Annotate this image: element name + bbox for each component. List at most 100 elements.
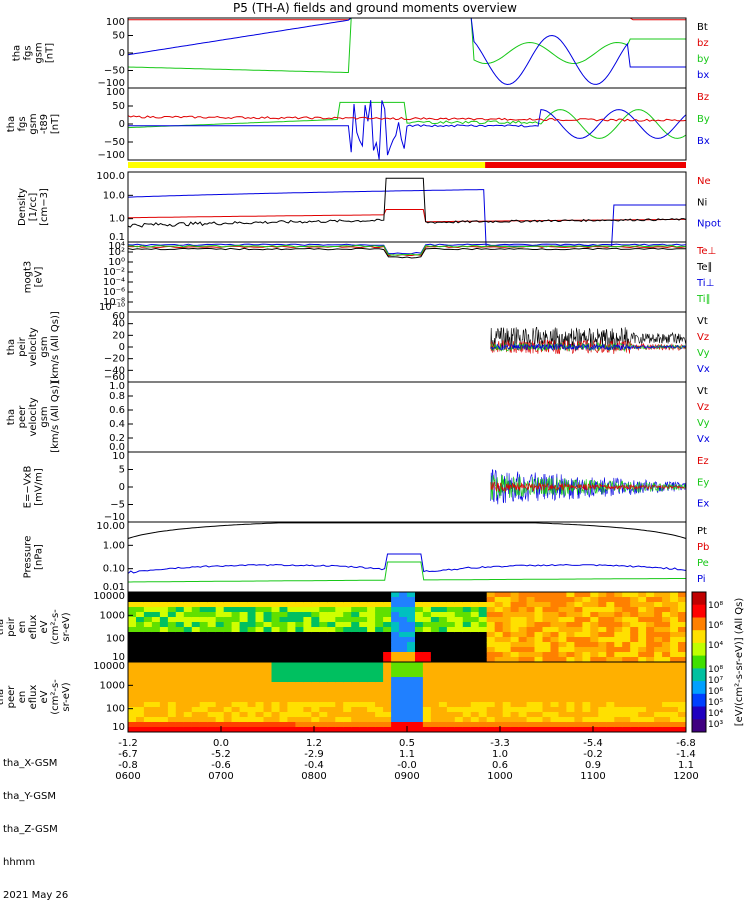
spec-cell: [662, 682, 671, 688]
spec-cell: [430, 722, 440, 728]
spec-cell: [590, 607, 599, 613]
spec-cell: [654, 612, 663, 618]
ytick-label: 10.0: [103, 190, 125, 201]
spec-cell: [287, 597, 296, 603]
ni-trace: [127, 177, 687, 228]
spec-cell: [351, 592, 360, 598]
spec-cell: [128, 652, 137, 658]
spec-cell: [598, 717, 607, 723]
spec-cell: [518, 677, 528, 683]
ylabel-line: peir: [6, 616, 17, 636]
spec-cell: [359, 682, 368, 688]
spec-cell: [566, 687, 575, 693]
spec-cell: [438, 712, 448, 718]
spec-cell: [223, 672, 233, 678]
spec-cell: [143, 672, 153, 678]
spec-cell: [159, 712, 169, 718]
spec-cell: [638, 677, 647, 683]
spec-cell: [542, 637, 551, 643]
spec-cell: [223, 677, 233, 683]
colorbar-cell: [692, 681, 706, 695]
spec-cell: [343, 717, 352, 723]
xtick-x: -3.3: [490, 738, 510, 749]
spec-cell: [534, 707, 543, 713]
spec-cell: [375, 707, 384, 713]
spec-cell: [383, 697, 392, 703]
spec-cell: [478, 717, 488, 723]
spec-cell: [359, 652, 368, 658]
spec-cell: [367, 667, 376, 673]
spec-cell: [446, 607, 456, 613]
spec-cell: [662, 597, 671, 603]
spec-cell: [343, 622, 352, 628]
spec-cell: [502, 717, 512, 723]
spec-cell: [407, 717, 416, 723]
spec-cell: [136, 642, 145, 648]
spec-cell: [391, 617, 400, 623]
spec-cell: [295, 637, 304, 643]
spec-cell: [383, 672, 392, 678]
spec-cell: [327, 707, 336, 713]
legend-Ni: Ni: [697, 197, 707, 208]
spec-cell: [199, 627, 209, 633]
spec-cell: [622, 717, 631, 723]
spec-cell: [383, 662, 392, 668]
spec-cell: [486, 637, 496, 643]
spec-cell: [494, 697, 504, 703]
spec-cell: [191, 682, 201, 688]
spec-cell: [462, 722, 472, 728]
spec-cell: [590, 722, 599, 728]
spec-cell: [470, 662, 480, 668]
ylabel-line: gsm: [39, 336, 50, 357]
spec-cell: [327, 662, 336, 668]
spec-cell: [415, 632, 424, 638]
spec-cell: [271, 652, 280, 658]
spec-cell: [183, 717, 193, 723]
spec-cell: [215, 712, 225, 718]
spec-cell: [183, 612, 193, 618]
spec-cell: [654, 617, 663, 623]
spec-cell: [550, 612, 559, 618]
spec-cell: [311, 702, 320, 708]
spec-cell: [303, 632, 312, 638]
spec-cell: [319, 602, 328, 608]
spec-cell: [462, 622, 472, 628]
spec-cell: [582, 612, 591, 618]
spec-cell: [343, 702, 352, 708]
spec-cell: [438, 617, 448, 623]
spec-cell: [239, 637, 249, 643]
spec-cell: [295, 722, 304, 728]
spec-cell: [399, 592, 408, 598]
spec-cell: [191, 667, 201, 673]
spec-cell: [383, 597, 392, 603]
ytick-label: 10⁻⁴: [103, 277, 125, 288]
spec-cell: [558, 707, 567, 713]
spec-cell: [128, 692, 137, 698]
ytick-label: 1.00: [103, 540, 125, 551]
spec-cell: [335, 652, 344, 658]
spec-cell: [486, 712, 496, 718]
spec-cell: [295, 717, 304, 723]
legend-bx: bx: [697, 70, 709, 81]
spec-cell: [136, 657, 145, 663]
spec-cell: [143, 652, 153, 658]
spec-cell: [550, 677, 559, 683]
spec-cell: [478, 677, 488, 683]
spec-cell: [646, 627, 655, 633]
spec-cell: [199, 667, 209, 673]
spec-cell: [478, 727, 488, 733]
spec-cell: [494, 702, 504, 708]
spec-cell: [311, 617, 320, 623]
spec-cell: [590, 602, 599, 608]
spec-cell: [271, 657, 280, 663]
ylabel-line: [nT]: [45, 43, 56, 63]
spec-cell: [430, 597, 440, 603]
spec-cell: [574, 622, 583, 628]
spec-cell: [391, 662, 400, 668]
spec-cell: [207, 677, 217, 683]
spec-cell: [582, 677, 591, 683]
spec-cell: [295, 612, 304, 618]
spec-cell: [199, 642, 209, 648]
spec-cell: [359, 667, 368, 673]
spec-cell: [542, 627, 551, 633]
